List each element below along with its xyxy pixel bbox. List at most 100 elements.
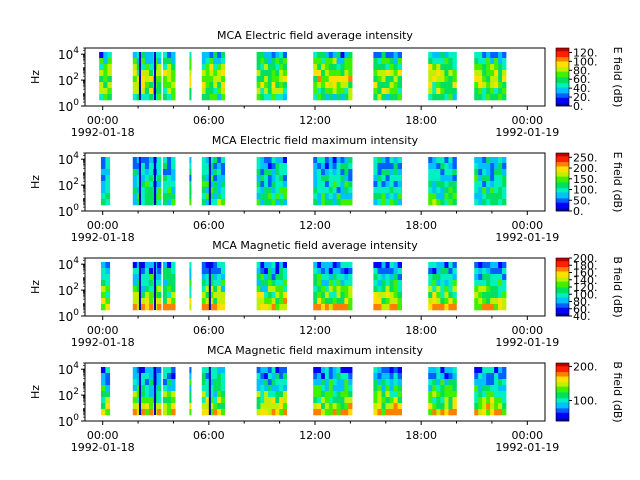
spectrogram-cell (282, 175, 287, 182)
spectrogram-cell (324, 163, 330, 170)
spectrogram-cell (217, 82, 222, 89)
spectrogram-cell (344, 82, 349, 89)
spectrogram-cell (213, 367, 218, 374)
spectrogram-cell (373, 367, 378, 374)
data-segment (373, 262, 402, 311)
spectrogram-cell (162, 409, 168, 416)
spectrogram-cell (267, 58, 272, 65)
x-tick-date: 1992-01-18 (71, 231, 135, 244)
spectrogram-cell (213, 298, 218, 305)
spectrogram-cell (103, 94, 108, 101)
spectrogram-cell (100, 298, 106, 305)
spectrogram-cell (436, 409, 441, 416)
spectrogram-cell (144, 181, 150, 188)
spectrogram-cell (275, 169, 280, 176)
spectrogram-cell (448, 94, 453, 101)
spectrogram-cell (264, 373, 269, 380)
colorbar-step (556, 98, 569, 101)
spectrogram-cell (494, 292, 499, 299)
spectrogram-cell (436, 193, 441, 200)
spectrogram-cell (132, 64, 138, 71)
spectrogram-cell (385, 187, 390, 194)
spectrogram-cell (264, 379, 269, 386)
spectrogram-cell (490, 280, 495, 287)
spectrogram-cell (385, 262, 390, 269)
spectrogram-cell (313, 280, 318, 287)
x-tick-label: 18:00 (405, 429, 437, 442)
spectrogram-cell (385, 169, 390, 176)
spectrogram-cell (103, 70, 108, 77)
data-segment (313, 367, 353, 416)
data-segment (162, 157, 176, 206)
spectrogram-cell (220, 304, 226, 311)
spectrogram-cell (340, 199, 345, 206)
spectrogram-cell (275, 181, 280, 188)
spectrogram-cell (105, 403, 111, 410)
spectrogram-cell (385, 163, 390, 170)
spectrogram-cell (201, 298, 206, 305)
spectrogram-cell (264, 82, 269, 89)
spectrogram-cell (132, 70, 138, 77)
data-dropout (154, 367, 156, 415)
data-dropout (208, 157, 211, 205)
spectrogram-cell (213, 58, 218, 65)
spectrogram-cell (502, 52, 507, 59)
spectrogram-cell (275, 268, 280, 275)
colorbar-tick-label: 60. (573, 73, 591, 86)
spectrogram-cell (490, 169, 495, 176)
spectrogram-cell (201, 268, 206, 275)
colorbar-step (556, 304, 569, 307)
spectrogram-cell (344, 385, 349, 392)
spectrogram-cell (328, 262, 333, 269)
spectrogram-cell (271, 175, 276, 182)
spectrogram-cell (397, 88, 402, 95)
spectrogram-cell (162, 268, 168, 275)
spectrogram-cell (157, 409, 162, 416)
spectrogram-cell (157, 88, 162, 95)
spectrogram-cell (340, 169, 345, 176)
spectrogram-cell (385, 403, 390, 410)
spectrogram-cell (328, 385, 333, 392)
spectrogram-cell (260, 391, 265, 398)
y-axis-label: Hz (29, 385, 42, 399)
spectrogram-cell (140, 181, 146, 188)
spectrogram-cell (317, 409, 322, 416)
data-segment (201, 157, 226, 206)
spectrogram-cell (393, 379, 398, 386)
spectrogram-cell (166, 391, 172, 398)
spectrogram-cell (209, 367, 214, 374)
spectrogram-cell (201, 181, 206, 188)
data-segment (189, 262, 192, 311)
spectrogram-cell (436, 169, 441, 176)
colorbar-step (556, 209, 569, 212)
spectrogram-cell (328, 379, 333, 386)
spectrogram-cell (157, 58, 162, 65)
spectrogram-cell (105, 163, 111, 170)
spectrogram-cell (213, 391, 218, 398)
spectrogram-cell (478, 409, 483, 416)
x-tick-label: 12:00 (299, 324, 331, 337)
spectrogram-cell (282, 94, 287, 101)
spectrogram-cell (171, 409, 176, 416)
spectrogram-cell (344, 52, 349, 59)
spectrogram-cell (377, 292, 382, 299)
y-tick-label: 102 (58, 177, 79, 193)
spectrogram-cell (482, 94, 487, 101)
spectrogram-cell (344, 268, 349, 275)
spectrogram-cell (205, 52, 210, 59)
spectrogram-cell (321, 373, 326, 380)
x-tick-date: 1992-01-19 (495, 336, 559, 349)
panel-title: MCA Magnetic field maximum intensity (207, 344, 423, 357)
spectrogram-cell (275, 175, 280, 182)
spectrogram-cell (171, 286, 176, 293)
spectrogram-cell (389, 367, 394, 374)
spectrogram-cell (317, 76, 322, 83)
spectrogram-cell (444, 76, 449, 83)
spectrogram-cell (103, 76, 108, 83)
colorbar: 0.50.100.150.200.250. E field (dB) (555, 151, 624, 218)
spectrogram-cell (502, 76, 507, 83)
spectrogram-cell (340, 274, 345, 281)
spectrogram-cell (448, 82, 453, 89)
spectrogram-cell (474, 187, 479, 194)
spectrogram-cell (105, 397, 111, 404)
